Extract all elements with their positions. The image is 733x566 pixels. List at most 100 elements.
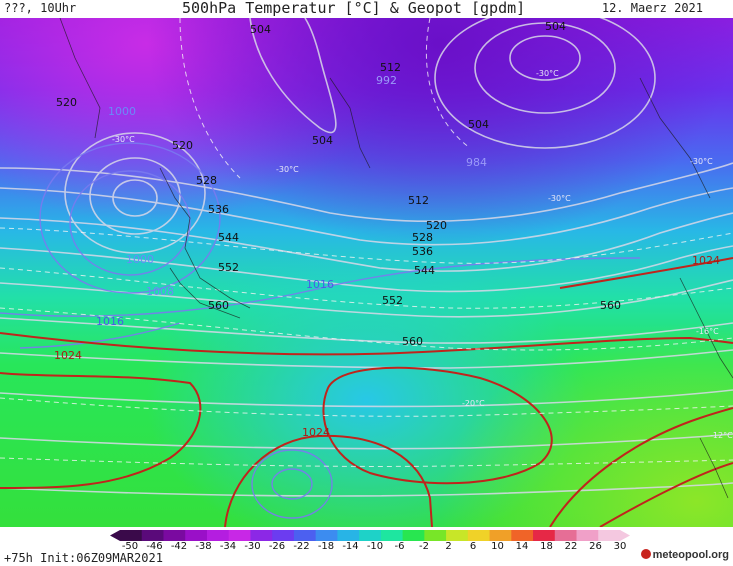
colorbar-tick-label: 6 bbox=[469, 541, 477, 552]
init-run-label: +75h Init:06Z09MAR2021 bbox=[4, 551, 163, 565]
temperature-label: -20°C bbox=[462, 399, 485, 408]
geopot-label: 504 bbox=[545, 20, 566, 33]
geopot-label: 520 bbox=[426, 219, 447, 232]
geopot-label: 552 bbox=[382, 294, 403, 307]
geopot-label: 504 bbox=[468, 118, 489, 131]
geopot-labels: 504 512 504 504 504 520 520 528 536 544 … bbox=[56, 20, 621, 348]
colorbar-segment bbox=[554, 530, 578, 541]
map-footer: -50 -46 -42 -38 -34 -30 -26 -22 -18 -14 -10 -6 -2 2 6 1… bbox=[0, 527, 733, 566]
isotherm-lines bbox=[0, 18, 733, 467]
pressure-label: 1016 bbox=[306, 278, 334, 291]
colorbar-tick-label: 22 bbox=[564, 541, 578, 552]
colorbar-tick-label: -2 bbox=[419, 541, 429, 552]
colorbar-tick-label: -38 bbox=[195, 541, 212, 552]
geopot-label: 560 bbox=[600, 299, 621, 312]
pressure-label: 1024 bbox=[54, 349, 82, 362]
colorbar-cap-left bbox=[110, 530, 120, 541]
geopot-label: 536 bbox=[208, 203, 229, 216]
geopot-label: 520 bbox=[56, 96, 77, 109]
colorbar-segment bbox=[598, 530, 621, 541]
pressure-label: 1024 bbox=[692, 254, 720, 267]
map-header: ???, 10Uhr 500hPa Temperatur [°C] & Geop… bbox=[0, 0, 733, 18]
pressure-label: 992 bbox=[376, 74, 397, 87]
colorbar-segment bbox=[293, 530, 317, 541]
colorbar-ticks: -50 -46 -42 -38 -34 -30 -26 -22 -18 -14 -10 -6 -2 2 6 1… bbox=[0, 541, 733, 555]
geopot-label: 560 bbox=[402, 335, 423, 348]
colorbar-tick-label: -18 bbox=[317, 541, 335, 552]
colorbar-tick-label: 18 bbox=[540, 541, 553, 552]
colorbar-tick-label: -26 bbox=[268, 541, 286, 552]
temperature-label: -30°C bbox=[112, 135, 135, 144]
valid-time-label: ???, 10Uhr bbox=[4, 1, 77, 15]
temperature-colorbar bbox=[110, 530, 630, 541]
colorbar-segment bbox=[228, 530, 251, 541]
colorbar-segment bbox=[272, 530, 295, 541]
colorbar-tick-label: 26 bbox=[589, 541, 602, 552]
geopot-label: 528 bbox=[196, 174, 217, 187]
brand-dot-icon bbox=[640, 549, 651, 559]
brand-logo[interactable]: meteopool.org bbox=[640, 549, 729, 561]
geopot-label: 536 bbox=[412, 245, 433, 258]
pressure-label: 1016 bbox=[96, 315, 124, 328]
colorbar-cap-right bbox=[620, 530, 630, 541]
colorbar-segment bbox=[402, 530, 425, 541]
colorbar-tick-label: 2 bbox=[445, 541, 452, 552]
temperature-label: -30°C bbox=[548, 194, 571, 203]
geopot-label: 544 bbox=[218, 231, 239, 244]
colorbar-segment bbox=[141, 530, 164, 541]
colorbar-tick-label: 10 bbox=[491, 541, 504, 552]
colorbar-segment bbox=[359, 530, 382, 541]
map-title: 500hPa Temperatur [°C] & Geopot [gpdm] bbox=[182, 0, 526, 17]
colorbar-segment bbox=[511, 530, 534, 541]
temperature-label: -30°C bbox=[536, 69, 559, 78]
geopot-label: 512 bbox=[408, 194, 429, 207]
colorbar-tick-label: 30 bbox=[613, 541, 627, 552]
brand-text: meteopool.org bbox=[652, 549, 729, 561]
colorbar-tick-label: -22 bbox=[293, 541, 310, 552]
geopot-label: 504 bbox=[312, 134, 333, 147]
colorbar-segment bbox=[424, 530, 447, 541]
temperature-labels: -30°C -30°C -30°C -30°C -30°C -16°C -20°… bbox=[112, 69, 733, 440]
pressure-labels: 992 984 1000 1000 1008 1016 1016 1024 10… bbox=[54, 74, 720, 439]
colorbar-tick-label: 14 bbox=[515, 541, 529, 552]
geopot-label: 520 bbox=[172, 139, 193, 152]
temperature-label: -30°C bbox=[690, 157, 713, 166]
pressure-label: 1024 bbox=[302, 426, 330, 439]
high-pressure-isobars bbox=[0, 257, 733, 527]
geopot-label: 512 bbox=[380, 61, 401, 74]
colorbar-tick-label: -30 bbox=[244, 541, 261, 552]
temperature-label: -16°C bbox=[696, 327, 719, 336]
colorbar-tick-label: -46 bbox=[146, 541, 163, 552]
coastlines bbox=[59, 18, 733, 499]
pressure-label: 1000 bbox=[126, 253, 154, 266]
geopot-label: 544 bbox=[414, 264, 435, 277]
colorbar-tick-label: -42 bbox=[170, 541, 188, 552]
colorbar-tick-label: -14 bbox=[342, 541, 359, 552]
geopot-label: 560 bbox=[208, 299, 229, 312]
isobar-contours bbox=[0, 142, 641, 519]
pressure-label: 984 bbox=[466, 156, 487, 169]
colorbar-tick-label: -50 bbox=[121, 541, 139, 552]
colorbar-segment bbox=[446, 530, 469, 541]
colorbar-segment bbox=[467, 530, 491, 541]
temperature-label: -30°C bbox=[276, 165, 299, 174]
colorbar-segment bbox=[533, 530, 556, 541]
pressure-label: 1000 bbox=[108, 105, 136, 118]
geopot-label: 504 bbox=[250, 23, 271, 36]
colorbar-segment bbox=[489, 530, 512, 541]
pressure-label: 1008 bbox=[146, 285, 174, 298]
colorbar-segment bbox=[206, 530, 230, 541]
colorbar-segment bbox=[250, 530, 273, 541]
colorbar-segment bbox=[120, 530, 143, 541]
colorbar-segment bbox=[315, 530, 338, 541]
temperature-label: -12°C bbox=[710, 431, 733, 440]
colorbar-segment bbox=[380, 530, 404, 541]
colorbar-segment bbox=[185, 530, 208, 541]
colorbar-tick-label: -10 bbox=[366, 541, 384, 552]
colorbar-tick-label: -34 bbox=[219, 541, 237, 552]
colorbar-tick-label: -6 bbox=[394, 541, 405, 552]
geopot-label: 528 bbox=[412, 231, 433, 244]
colorbar-segment bbox=[337, 530, 360, 541]
weather-map: 504 512 504 504 504 520 520 528 536 544 … bbox=[0, 18, 733, 527]
colorbar-segment bbox=[576, 530, 599, 541]
